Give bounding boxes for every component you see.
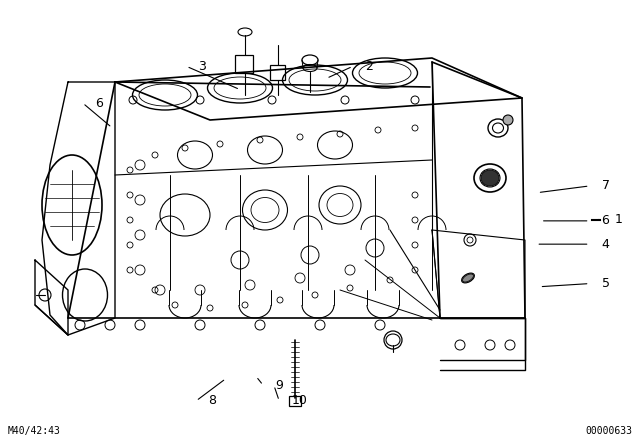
Circle shape xyxy=(503,115,513,125)
Text: M40/42:43: M40/42:43 xyxy=(8,426,61,436)
Text: 1: 1 xyxy=(614,213,622,226)
Text: 10: 10 xyxy=(291,394,307,408)
Text: 5: 5 xyxy=(602,277,609,290)
Text: 6: 6 xyxy=(602,214,609,228)
Bar xyxy=(270,65,285,80)
Text: 7: 7 xyxy=(602,179,609,193)
Ellipse shape xyxy=(481,170,499,186)
Text: 00000633: 00000633 xyxy=(585,426,632,436)
Text: 4: 4 xyxy=(602,237,609,251)
Bar xyxy=(235,55,253,73)
Ellipse shape xyxy=(461,273,474,283)
Text: 2: 2 xyxy=(365,60,372,73)
Text: 8: 8 xyxy=(208,394,216,408)
Text: 6: 6 xyxy=(95,96,102,110)
Text: 9: 9 xyxy=(275,379,283,392)
Text: 3: 3 xyxy=(198,60,206,73)
Bar xyxy=(289,396,301,406)
